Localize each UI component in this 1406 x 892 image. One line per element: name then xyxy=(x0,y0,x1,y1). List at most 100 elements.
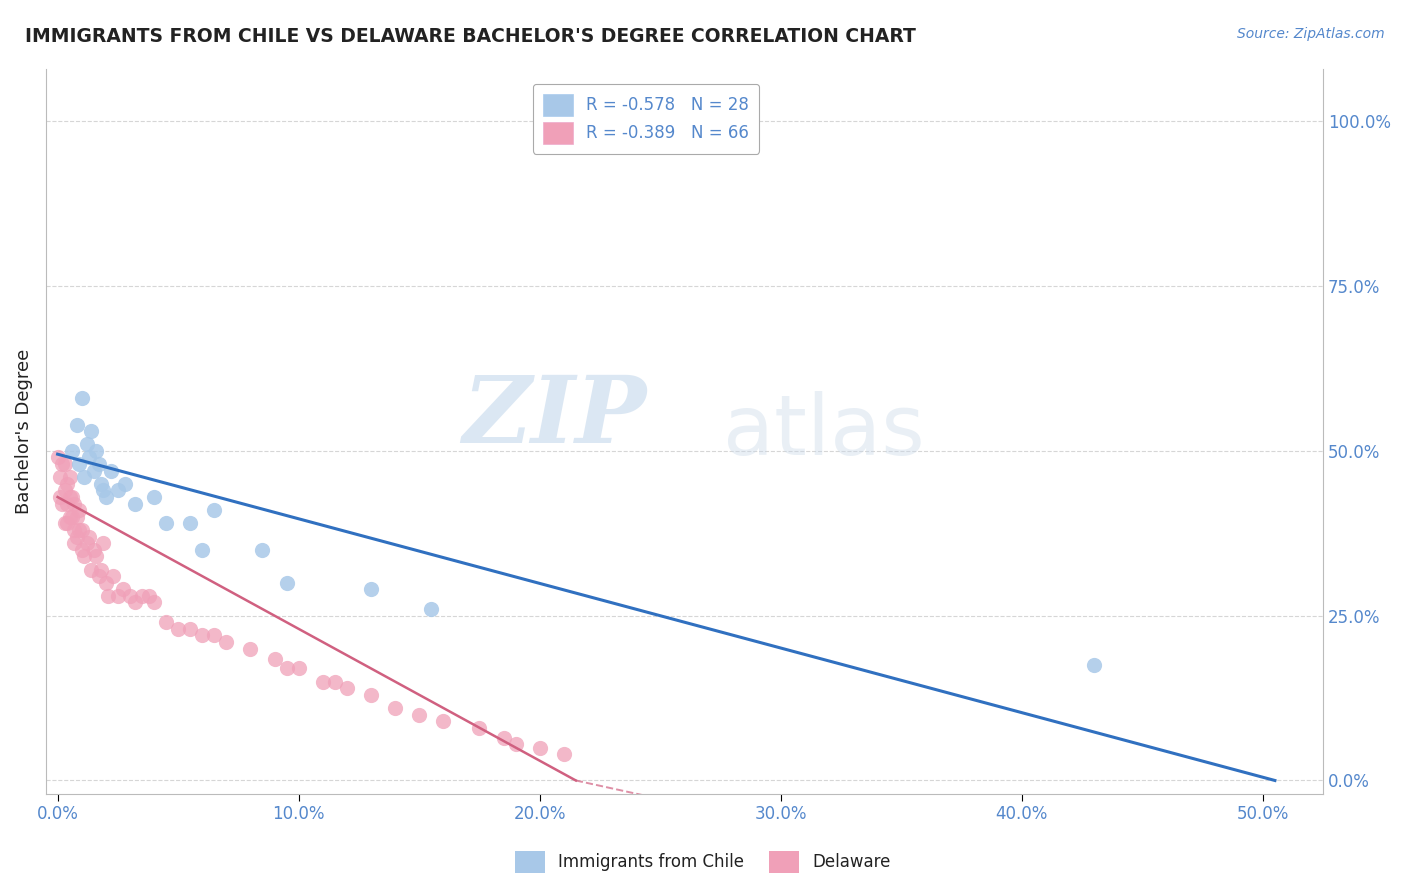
Point xyxy=(111,582,134,597)
Point xyxy=(94,575,117,590)
Point xyxy=(90,476,112,491)
Text: ZIP: ZIP xyxy=(461,372,645,461)
Point xyxy=(87,457,110,471)
Point xyxy=(468,721,491,735)
Point xyxy=(131,589,153,603)
Point xyxy=(179,622,201,636)
Point xyxy=(287,661,309,675)
Point xyxy=(83,542,105,557)
Point xyxy=(384,701,406,715)
Point xyxy=(53,457,76,471)
Point xyxy=(107,483,129,498)
Legend: R = -0.578   N = 28, R = -0.389   N = 66: R = -0.578 N = 28, R = -0.389 N = 66 xyxy=(533,84,759,153)
Point xyxy=(276,661,298,675)
Point xyxy=(97,589,120,603)
Point xyxy=(239,641,262,656)
Legend: Immigrants from Chile, Delaware: Immigrants from Chile, Delaware xyxy=(509,845,897,880)
Point xyxy=(80,424,103,438)
Point xyxy=(51,497,73,511)
Point xyxy=(553,747,575,761)
Point xyxy=(420,602,443,616)
Point xyxy=(114,476,136,491)
Point xyxy=(529,740,551,755)
Point xyxy=(191,628,214,642)
Point xyxy=(60,509,83,524)
Point xyxy=(492,731,515,745)
Point xyxy=(67,523,90,537)
Point xyxy=(215,635,238,649)
Point xyxy=(107,589,129,603)
Point xyxy=(202,628,225,642)
Point xyxy=(51,457,73,471)
Point xyxy=(63,497,86,511)
Point xyxy=(49,470,72,484)
Point xyxy=(60,490,83,504)
Point xyxy=(360,688,382,702)
Point xyxy=(66,530,89,544)
Point xyxy=(101,569,124,583)
Point xyxy=(408,707,430,722)
Point xyxy=(155,516,177,531)
Text: atlas: atlas xyxy=(723,391,924,472)
Point xyxy=(118,589,141,603)
Point xyxy=(76,437,98,451)
Point xyxy=(77,530,100,544)
Point xyxy=(252,542,274,557)
Point xyxy=(432,714,454,728)
Point xyxy=(46,450,69,465)
Point xyxy=(336,681,359,696)
Text: Source: ZipAtlas.com: Source: ZipAtlas.com xyxy=(1237,27,1385,41)
Point xyxy=(73,470,96,484)
Point xyxy=(56,497,79,511)
Point xyxy=(66,509,89,524)
Point xyxy=(179,516,201,531)
Point xyxy=(77,450,100,465)
Y-axis label: Bachelor's Degree: Bachelor's Degree xyxy=(15,349,32,514)
Point xyxy=(505,737,527,751)
Point xyxy=(53,516,76,531)
Point xyxy=(67,503,90,517)
Point xyxy=(360,582,382,597)
Point xyxy=(94,490,117,504)
Point xyxy=(70,542,93,557)
Point xyxy=(66,417,89,432)
Point xyxy=(59,470,82,484)
Point xyxy=(263,651,285,665)
Point xyxy=(312,674,335,689)
Point xyxy=(63,523,86,537)
Point xyxy=(59,490,82,504)
Point xyxy=(93,483,115,498)
Point xyxy=(202,503,225,517)
Text: IMMIGRANTS FROM CHILE VS DELAWARE BACHELOR'S DEGREE CORRELATION CHART: IMMIGRANTS FROM CHILE VS DELAWARE BACHEL… xyxy=(25,27,917,45)
Point xyxy=(70,391,93,405)
Point xyxy=(76,536,98,550)
Point xyxy=(56,476,79,491)
Point xyxy=(100,464,122,478)
Point xyxy=(49,490,72,504)
Point xyxy=(124,595,146,609)
Point xyxy=(56,516,79,531)
Point xyxy=(67,457,90,471)
Point xyxy=(155,615,177,630)
Point xyxy=(191,542,214,557)
Point xyxy=(59,509,82,524)
Point xyxy=(143,490,166,504)
Point xyxy=(84,549,107,564)
Point xyxy=(83,464,105,478)
Point xyxy=(124,497,146,511)
Point xyxy=(70,523,93,537)
Point xyxy=(93,536,115,550)
Point xyxy=(143,595,166,609)
Point xyxy=(167,622,190,636)
Point xyxy=(323,674,346,689)
Point xyxy=(53,483,76,498)
Point xyxy=(1083,658,1105,673)
Point xyxy=(84,443,107,458)
Point xyxy=(276,575,298,590)
Point xyxy=(138,589,160,603)
Point xyxy=(87,569,110,583)
Point xyxy=(63,536,86,550)
Point xyxy=(60,443,83,458)
Point xyxy=(80,562,103,576)
Point xyxy=(90,562,112,576)
